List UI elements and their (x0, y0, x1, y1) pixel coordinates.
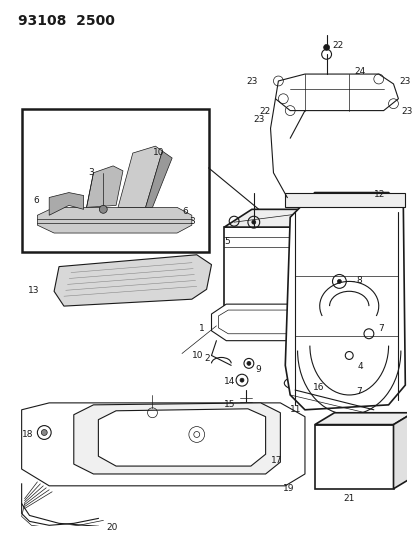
Polygon shape (314, 413, 412, 425)
Text: 18: 18 (21, 430, 33, 439)
Polygon shape (224, 227, 349, 316)
Text: 17: 17 (270, 456, 281, 465)
Bar (304, 311, 319, 329)
Polygon shape (21, 403, 304, 486)
Bar (275, 311, 290, 329)
Bar (334, 311, 349, 329)
Text: 4: 4 (356, 362, 362, 372)
Text: 7: 7 (355, 387, 361, 396)
Text: 8: 8 (355, 277, 361, 286)
Circle shape (246, 361, 250, 365)
Text: 6: 6 (182, 207, 187, 216)
Circle shape (41, 430, 47, 435)
Text: 10: 10 (152, 148, 164, 157)
Text: 3: 3 (188, 217, 194, 226)
Text: 6: 6 (33, 196, 39, 205)
Circle shape (251, 220, 255, 224)
Bar (245, 311, 260, 329)
Circle shape (99, 205, 107, 213)
Text: 12: 12 (373, 190, 384, 199)
Polygon shape (224, 209, 376, 227)
Text: 23: 23 (400, 107, 412, 116)
Polygon shape (145, 151, 172, 207)
Text: 9: 9 (255, 365, 261, 374)
Text: 13: 13 (28, 286, 39, 295)
Text: 21: 21 (343, 494, 354, 503)
Text: 1: 1 (198, 324, 204, 333)
Bar (211, 415, 229, 454)
Text: 5: 5 (224, 237, 230, 246)
Text: 2: 2 (204, 353, 210, 362)
Text: 23: 23 (245, 77, 257, 86)
Text: 7: 7 (377, 324, 382, 333)
Bar (21, 109, 208, 252)
Polygon shape (98, 409, 265, 466)
Text: 24: 24 (353, 67, 365, 76)
Polygon shape (349, 209, 376, 316)
Text: 22: 22 (332, 42, 343, 51)
Bar (152, 415, 170, 454)
Circle shape (337, 279, 341, 284)
Text: 10: 10 (191, 351, 203, 360)
Polygon shape (314, 425, 392, 489)
Polygon shape (49, 192, 83, 215)
Circle shape (240, 378, 243, 382)
Circle shape (323, 44, 329, 50)
Polygon shape (285, 192, 404, 207)
Text: 23: 23 (399, 77, 410, 86)
Text: 23: 23 (253, 115, 265, 124)
Polygon shape (74, 403, 280, 474)
Polygon shape (54, 255, 211, 306)
Polygon shape (392, 413, 412, 489)
Text: 20: 20 (106, 523, 117, 532)
Polygon shape (118, 146, 162, 207)
Polygon shape (285, 192, 404, 410)
Bar (240, 415, 258, 454)
Text: 93108  2500: 93108 2500 (18, 14, 114, 28)
Text: 16: 16 (312, 383, 323, 392)
Polygon shape (86, 166, 123, 207)
Text: 3: 3 (88, 168, 94, 177)
Text: 22: 22 (259, 107, 270, 116)
Polygon shape (275, 74, 397, 110)
Bar (123, 415, 140, 454)
Bar (182, 415, 199, 454)
Text: 19: 19 (282, 484, 294, 493)
Text: 11: 11 (290, 405, 301, 414)
Text: 15: 15 (224, 400, 235, 409)
Text: 14: 14 (224, 377, 235, 386)
Polygon shape (37, 207, 191, 233)
Polygon shape (211, 304, 378, 341)
